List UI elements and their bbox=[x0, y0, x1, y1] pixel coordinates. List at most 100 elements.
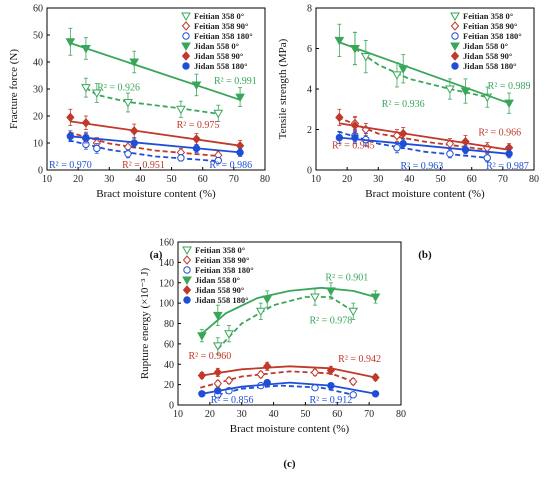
x-tick-label: 20 bbox=[342, 174, 352, 185]
r2-annotation: R² = 0.966 bbox=[478, 128, 521, 139]
legend-marker bbox=[182, 62, 190, 70]
legend-label: Feitian 358 180° bbox=[194, 31, 253, 41]
r2-annotation: R² = 0.986 bbox=[209, 160, 252, 171]
x-tick-label: 40 bbox=[135, 174, 145, 185]
x-tick-label: 80 bbox=[260, 174, 270, 185]
data-point bbox=[124, 150, 132, 158]
x-tick-label: 10 bbox=[173, 409, 183, 420]
fit-line bbox=[354, 47, 488, 98]
data-point bbox=[370, 293, 381, 303]
data-point bbox=[130, 126, 139, 136]
y-tick-label: 6 bbox=[307, 44, 312, 55]
x-axis-label: Bract moisture content (%) bbox=[230, 423, 350, 435]
fit-line bbox=[339, 136, 510, 155]
r2-annotation: R² = 0.991 bbox=[214, 76, 257, 87]
legend-label: Feitian 358 0° bbox=[463, 11, 513, 21]
data-point bbox=[483, 142, 492, 153]
legend-label: Feitian 358 0° bbox=[194, 11, 244, 21]
legend-marker bbox=[182, 285, 192, 295]
data-point bbox=[81, 84, 91, 93]
data-point bbox=[235, 93, 245, 103]
series-5 bbox=[197, 361, 380, 383]
data-point bbox=[351, 133, 359, 142]
data-point bbox=[371, 390, 380, 398]
x-tick-label: 40 bbox=[269, 409, 279, 420]
x-tick-label: 60 bbox=[332, 409, 342, 420]
fit-line bbox=[70, 120, 241, 147]
x-tick-label: 80 bbox=[529, 174, 539, 185]
data-point bbox=[91, 89, 102, 99]
legend: Feitian 358 0°Feitian 358 90°Feitian 358… bbox=[450, 11, 522, 71]
r2-annotation: R² = 0.942 bbox=[338, 354, 381, 365]
data-point bbox=[350, 45, 360, 54]
chart-panel-3: 10 20 30 40 50 60 70 80 0 20 40 60 80 100 120 140 160 Bra… bbox=[139, 238, 406, 471]
data-point bbox=[461, 146, 470, 154]
legend-marker bbox=[181, 51, 191, 61]
fit-line bbox=[201, 381, 376, 395]
data-point bbox=[350, 120, 360, 131]
y-tick-label: 160 bbox=[159, 238, 174, 249]
y-tick-label: 8 bbox=[307, 4, 312, 15]
y-tick-label: 20 bbox=[33, 112, 43, 123]
x-tick-label: 70 bbox=[498, 174, 508, 185]
r2-annotation: R² = 0.926 bbox=[97, 82, 140, 93]
data-point bbox=[371, 372, 380, 383]
y-tick-label: 60 bbox=[164, 339, 174, 350]
data-point bbox=[335, 133, 344, 142]
x-tick-label: 20 bbox=[205, 409, 215, 420]
legend-marker bbox=[451, 32, 459, 40]
data-point bbox=[445, 85, 455, 95]
x-tick-label: 10 bbox=[42, 174, 52, 185]
r2-annotation: R² = 0.945 bbox=[332, 141, 375, 152]
x-tick-label: 60 bbox=[198, 174, 208, 185]
fit-line bbox=[339, 122, 510, 151]
y-tick-label: 50 bbox=[33, 31, 43, 42]
y-tick-label: 40 bbox=[164, 360, 174, 371]
fit-line bbox=[337, 130, 488, 159]
x-tick-label: 70 bbox=[364, 409, 374, 420]
r2-annotation: R² = 0.856 bbox=[211, 395, 254, 406]
x-tick-label: 20 bbox=[73, 174, 83, 185]
fit-line bbox=[70, 42, 241, 101]
data-point bbox=[461, 136, 470, 147]
r2-annotation: R² = 0.987 bbox=[486, 161, 529, 172]
y-tick-label: 80 bbox=[164, 319, 174, 330]
data-point bbox=[327, 381, 335, 390]
y-tick-label: 120 bbox=[159, 278, 174, 289]
legend-marker bbox=[183, 296, 191, 304]
data-point bbox=[123, 99, 133, 108]
fit-line bbox=[217, 296, 354, 350]
x-tick-label: 50 bbox=[300, 409, 310, 420]
r2-annotation: R² = 0.951 bbox=[122, 160, 165, 171]
x-tick-label: 50 bbox=[167, 174, 177, 185]
data-point bbox=[224, 375, 234, 386]
fit-line bbox=[201, 365, 376, 379]
x-tick-label: 10 bbox=[311, 174, 321, 185]
legend-label: Jidan 558 90° bbox=[195, 285, 244, 295]
r2-annotation: R² = 0.970 bbox=[49, 160, 92, 171]
x-axis-label: Bract moisture content (%) bbox=[96, 188, 216, 200]
panel-label: (c) bbox=[283, 458, 296, 470]
fit-line bbox=[85, 86, 219, 115]
y-tick-label: 0 bbox=[169, 401, 174, 412]
legend-label: Feitian 358 180° bbox=[195, 265, 254, 275]
data-point bbox=[65, 38, 76, 47]
series-4 bbox=[334, 23, 514, 114]
x-tick-label: 30 bbox=[104, 174, 114, 185]
legend-marker bbox=[181, 42, 191, 52]
x-tick-label: 40 bbox=[404, 174, 414, 185]
y-axis-label: Fracture force (N) bbox=[8, 49, 20, 129]
data-point bbox=[213, 109, 224, 119]
legend-label: Feitian 358 90° bbox=[194, 21, 248, 31]
panel-label: (a) bbox=[150, 249, 163, 261]
data-point bbox=[483, 154, 491, 162]
data-point bbox=[192, 144, 201, 153]
data-point bbox=[256, 369, 265, 380]
y-tick-label: 60 bbox=[33, 4, 43, 15]
data-point bbox=[212, 311, 223, 321]
data-point bbox=[310, 293, 320, 303]
legend-label: Jidan 558 90° bbox=[463, 51, 512, 61]
chart-panel-2: 10 20 30 40 50 60 70 80 0 2 4 6 8 Bract moisture cont… bbox=[277, 4, 539, 262]
